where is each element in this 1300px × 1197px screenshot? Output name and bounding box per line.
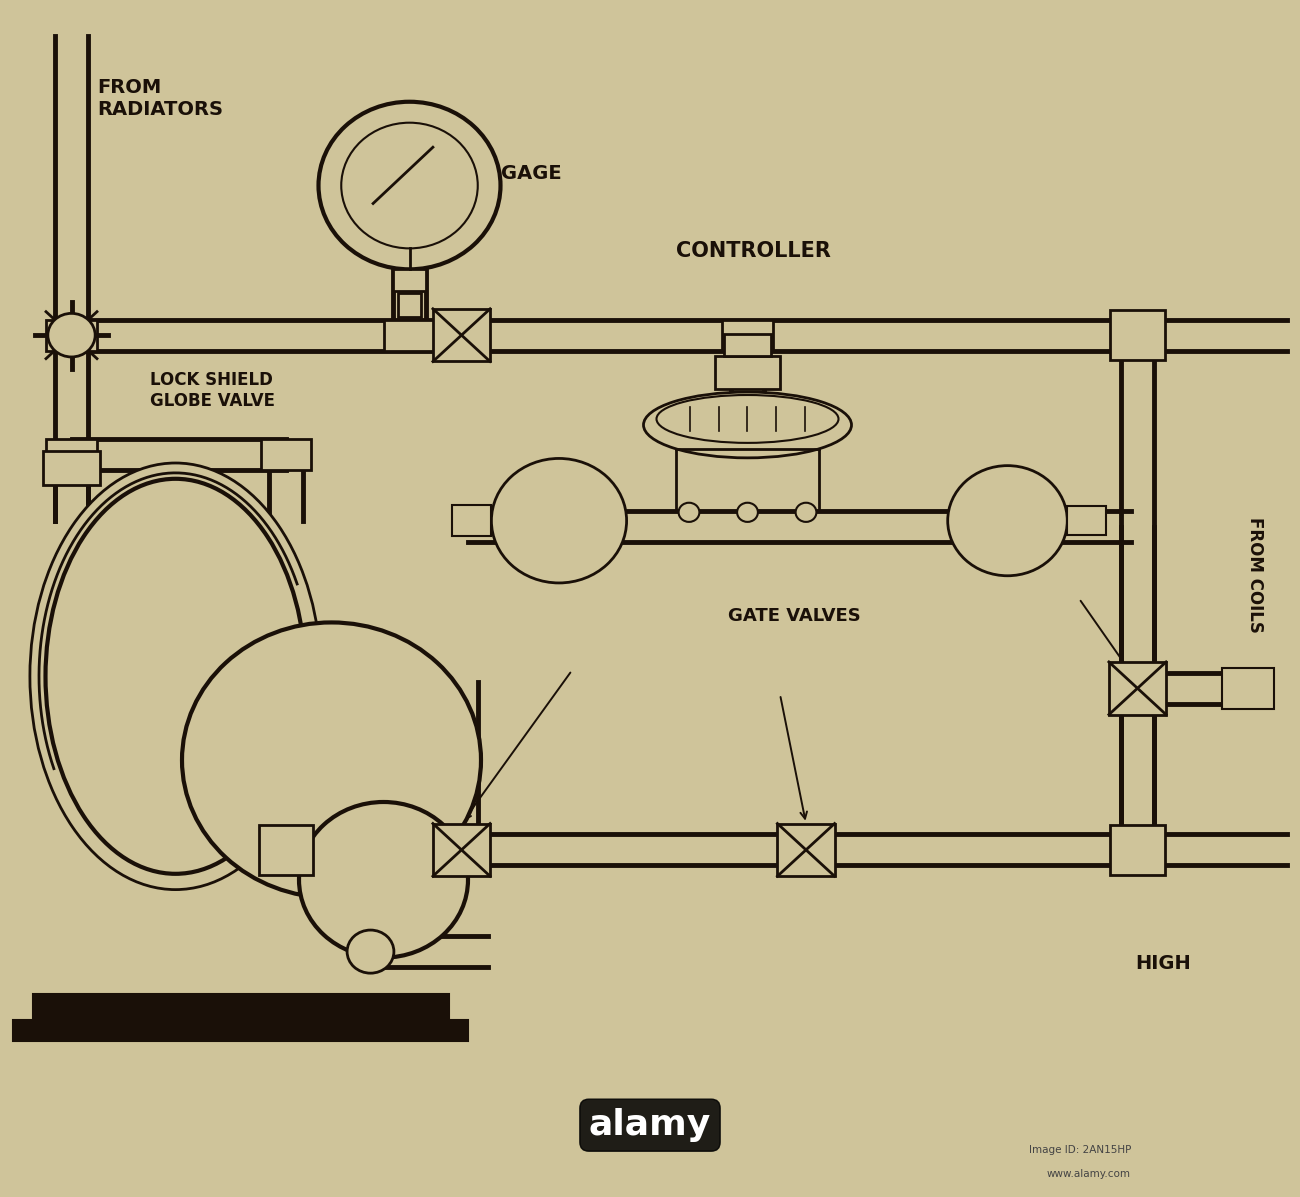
Text: www.alamy.com: www.alamy.com bbox=[1046, 1169, 1131, 1179]
Bar bbox=[398, 293, 421, 317]
Circle shape bbox=[491, 458, 627, 583]
Bar bbox=[47, 439, 98, 470]
Text: FROM COILS: FROM COILS bbox=[1245, 517, 1264, 632]
Bar bbox=[723, 320, 772, 351]
Ellipse shape bbox=[46, 479, 306, 874]
Circle shape bbox=[48, 314, 95, 357]
Text: GATE VALVES: GATE VALVES bbox=[728, 607, 861, 626]
Text: FROM
RADIATORS: FROM RADIATORS bbox=[98, 78, 224, 119]
Ellipse shape bbox=[644, 393, 852, 457]
Bar bbox=[1067, 506, 1106, 535]
Text: CONTROLLER: CONTROLLER bbox=[676, 242, 831, 261]
Bar bbox=[385, 320, 434, 351]
Bar bbox=[452, 505, 491, 536]
Circle shape bbox=[341, 123, 478, 249]
Bar bbox=[393, 269, 426, 291]
Bar bbox=[436, 834, 486, 865]
Circle shape bbox=[737, 503, 758, 522]
Bar bbox=[43, 451, 100, 485]
Circle shape bbox=[182, 622, 481, 898]
Text: HIGH: HIGH bbox=[1136, 954, 1191, 973]
Text: LOCK SHIELD
GLOBE VALVE: LOCK SHIELD GLOBE VALVE bbox=[150, 371, 274, 409]
Circle shape bbox=[948, 466, 1067, 576]
Bar bbox=[32, 994, 448, 1023]
Bar bbox=[261, 439, 312, 470]
Text: Image ID: 2AN15HP: Image ID: 2AN15HP bbox=[1028, 1146, 1131, 1155]
Bar bbox=[777, 824, 835, 876]
Bar bbox=[13, 1020, 468, 1041]
Bar bbox=[780, 834, 832, 865]
Circle shape bbox=[347, 930, 394, 973]
Circle shape bbox=[299, 802, 468, 958]
Bar bbox=[1110, 825, 1165, 875]
Text: TRAP: TRAP bbox=[148, 667, 203, 686]
Bar bbox=[1110, 310, 1165, 360]
Text: alamy: alamy bbox=[589, 1108, 711, 1142]
Circle shape bbox=[318, 102, 500, 269]
Text: GAGE: GAGE bbox=[500, 164, 562, 183]
Ellipse shape bbox=[30, 463, 321, 889]
Bar bbox=[724, 334, 771, 356]
Circle shape bbox=[796, 503, 816, 522]
Bar bbox=[47, 320, 98, 351]
Circle shape bbox=[679, 503, 699, 522]
Bar bbox=[433, 824, 490, 876]
Bar bbox=[1222, 668, 1274, 709]
Bar bbox=[433, 309, 490, 361]
Bar bbox=[1109, 662, 1166, 715]
Bar bbox=[715, 356, 780, 389]
Bar bbox=[259, 825, 313, 875]
Ellipse shape bbox=[656, 395, 838, 443]
